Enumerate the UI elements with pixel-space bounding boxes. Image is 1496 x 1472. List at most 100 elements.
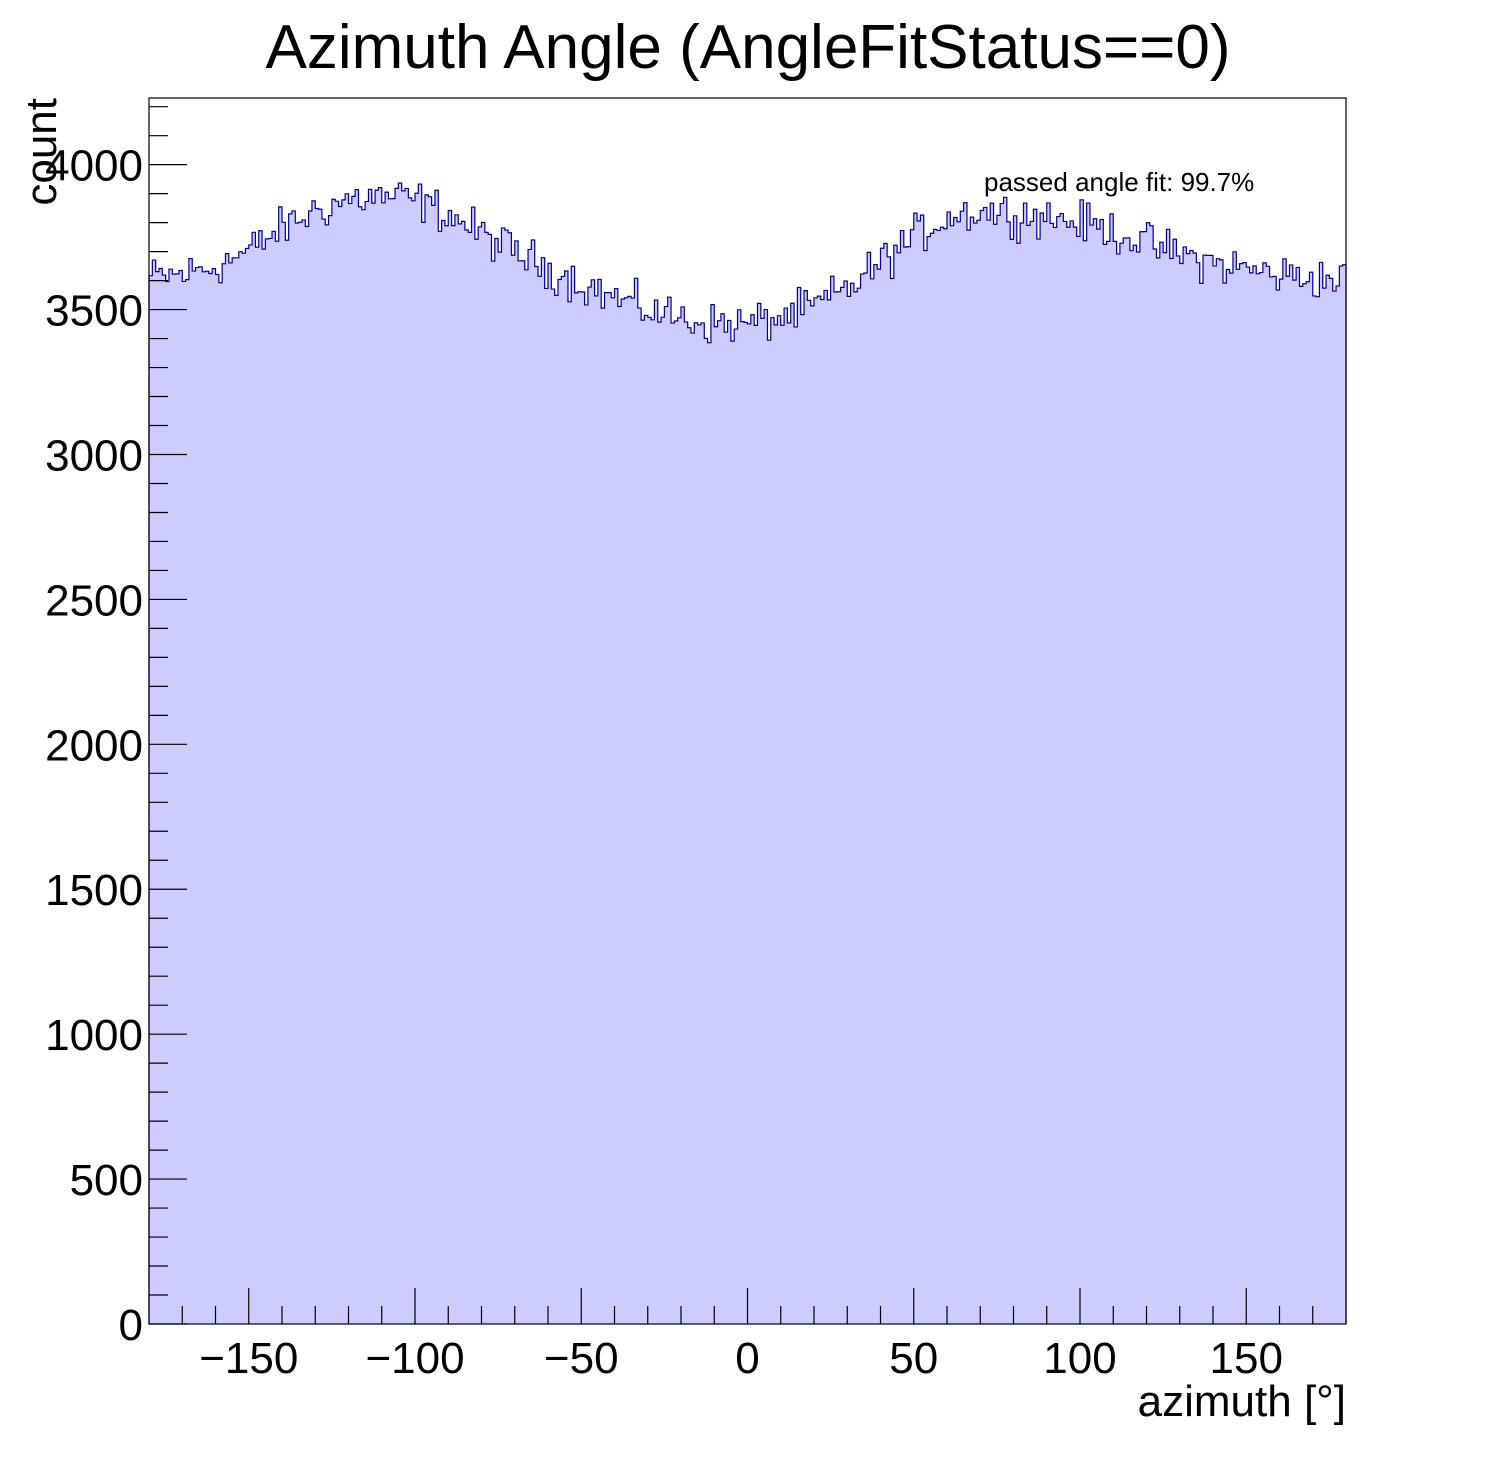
histogram-bin bbox=[1203, 255, 1207, 1324]
histogram-bin bbox=[654, 300, 659, 1325]
histogram-bin bbox=[993, 224, 998, 1325]
histogram-bin bbox=[1272, 276, 1277, 1325]
histogram-bin bbox=[428, 196, 433, 1325]
histogram-bin bbox=[744, 322, 749, 1325]
histogram-bin bbox=[966, 230, 971, 1325]
histogram-bin bbox=[1089, 225, 1094, 1325]
histogram-bin bbox=[1193, 253, 1197, 1324]
histogram-bin bbox=[1189, 250, 1194, 1325]
histogram-bin bbox=[624, 297, 629, 1324]
histogram-bin bbox=[564, 270, 569, 1325]
histogram-bin bbox=[947, 211, 951, 1324]
histogram-bin bbox=[883, 243, 888, 1324]
histogram-bin bbox=[601, 308, 606, 1325]
histogram-bin bbox=[734, 329, 739, 1324]
histogram-bin bbox=[953, 217, 958, 1325]
histogram-bin bbox=[747, 323, 752, 1324]
histogram-bin bbox=[1166, 229, 1171, 1324]
histogram-bin bbox=[531, 239, 536, 1324]
histogram-bin bbox=[501, 227, 506, 1325]
histogram-bin bbox=[245, 248, 250, 1325]
histogram-bin bbox=[940, 227, 945, 1325]
histogram-bin bbox=[415, 193, 419, 1324]
histogram-bin bbox=[627, 296, 632, 1325]
histogram-bin bbox=[484, 232, 489, 1325]
histogram-bin bbox=[471, 207, 476, 1324]
histogram-bin bbox=[488, 234, 493, 1324]
histogram-bin bbox=[1163, 252, 1168, 1325]
histogram-bin bbox=[833, 292, 838, 1324]
histogram-bin bbox=[278, 206, 283, 1324]
histogram-bin bbox=[681, 306, 685, 1325]
histogram-bin bbox=[178, 270, 183, 1325]
histogram-bin bbox=[282, 222, 286, 1324]
histogram-bin bbox=[311, 200, 316, 1325]
histogram-bin bbox=[797, 287, 802, 1324]
x-tick-label: 50 bbox=[889, 1334, 938, 1383]
histogram-bin bbox=[345, 193, 350, 1324]
histogram-bin bbox=[385, 192, 389, 1325]
histogram-bin bbox=[182, 281, 187, 1325]
histogram-bin bbox=[1013, 215, 1018, 1325]
histogram-bin bbox=[1063, 221, 1068, 1325]
histogram-bin bbox=[1169, 258, 1174, 1324]
histogram-bin bbox=[524, 269, 529, 1325]
histogram-bin bbox=[1309, 272, 1314, 1325]
histogram-bin bbox=[365, 201, 370, 1324]
y-tick-label: 0 bbox=[119, 1301, 143, 1350]
histogram-bin bbox=[431, 205, 436, 1325]
histogram-bin bbox=[1269, 276, 1274, 1324]
histogram-bin bbox=[1096, 229, 1101, 1324]
histogram-bin bbox=[1116, 253, 1121, 1325]
histogram-bin bbox=[804, 290, 808, 1325]
histogram-bin bbox=[860, 274, 865, 1324]
histogram-bin bbox=[441, 220, 446, 1324]
histogram-bin bbox=[567, 301, 572, 1324]
histogram-bin bbox=[398, 183, 403, 1325]
histogram-bin bbox=[1149, 225, 1154, 1324]
histogram-bin bbox=[461, 221, 466, 1324]
x-tick-label: −50 bbox=[544, 1334, 619, 1383]
histogram-bin bbox=[1060, 213, 1064, 1324]
histogram-bin bbox=[1186, 253, 1191, 1324]
histogram-bin bbox=[232, 257, 237, 1325]
histogram-bin bbox=[541, 257, 546, 1325]
histogram-bin bbox=[750, 314, 755, 1325]
histogram-bin bbox=[494, 238, 499, 1325]
histogram-bin bbox=[1239, 263, 1244, 1324]
histogram-bin bbox=[710, 304, 715, 1324]
x-axis-ticks bbox=[181, 1288, 1314, 1324]
histogram-bin bbox=[840, 287, 845, 1324]
histogram-bin bbox=[591, 279, 596, 1324]
histogram-bin bbox=[318, 209, 323, 1324]
histogram-bin bbox=[338, 206, 343, 1324]
histogram-bin bbox=[900, 230, 905, 1324]
histogram-bin bbox=[1099, 219, 1104, 1324]
histogram-bin bbox=[850, 283, 855, 1324]
histogram-bin bbox=[1153, 248, 1158, 1324]
histogram-bin bbox=[1109, 213, 1114, 1324]
histogram-bin bbox=[468, 232, 473, 1325]
histogram-bin bbox=[820, 299, 825, 1324]
y-axis-ticks bbox=[149, 106, 187, 1325]
histogram-bin bbox=[847, 296, 852, 1324]
histogram-bin bbox=[248, 244, 253, 1324]
histogram-bin bbox=[301, 219, 306, 1324]
histogram-bin bbox=[1336, 285, 1340, 1324]
histogram-bin bbox=[853, 291, 858, 1324]
y-axis-title: count bbox=[17, 98, 66, 206]
histogram-bin bbox=[378, 187, 383, 1324]
histogram-bin bbox=[1020, 223, 1025, 1325]
histogram-bin bbox=[1023, 203, 1028, 1325]
y-tick-label: 500 bbox=[70, 1156, 143, 1205]
histogram-bin bbox=[1146, 222, 1151, 1325]
histogram-bin bbox=[228, 262, 233, 1325]
histogram-bin bbox=[956, 221, 961, 1324]
y-tick-label: 1500 bbox=[45, 866, 143, 915]
histogram-bin bbox=[980, 210, 985, 1324]
histogram-bin bbox=[760, 318, 765, 1325]
histogram-bin bbox=[258, 230, 263, 1325]
histogram-bin bbox=[1329, 278, 1334, 1324]
histogram-bin bbox=[1326, 275, 1330, 1324]
histogram-bin bbox=[401, 190, 406, 1325]
